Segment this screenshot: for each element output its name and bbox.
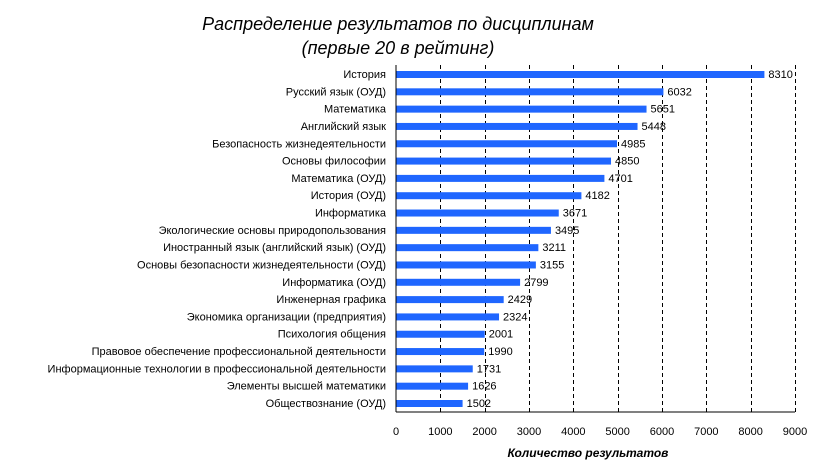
data-label: 4182: [585, 190, 609, 202]
data-label: 4701: [608, 173, 632, 185]
data-label: 2001: [489, 329, 513, 341]
x-tick-label: 3000: [517, 426, 541, 438]
chart-title: Распределение результатов по дисциплинам: [202, 14, 594, 34]
bar: [396, 71, 765, 78]
y-category-label: Инженерная графика: [276, 294, 386, 306]
y-category-label: История: [343, 69, 386, 81]
data-label: 2429: [508, 294, 532, 306]
y-category-label: Основы безопасности жизнедеятельности (О…: [137, 259, 386, 271]
data-label: 4850: [615, 156, 639, 168]
data-label: 8310: [768, 69, 792, 81]
bar: [396, 174, 605, 182]
y-category-label: Экологические основы природопользования: [159, 225, 386, 237]
data-label: 3671: [563, 208, 587, 220]
data-label: 6032: [667, 86, 691, 98]
x-tick-label: 9000: [783, 426, 807, 438]
data-label: 3155: [540, 259, 564, 271]
bar: [396, 209, 559, 217]
data-label: 3495: [555, 225, 579, 237]
y-category-label: Информационные технологии в профессионал…: [48, 363, 386, 375]
bar: [396, 122, 638, 130]
x-tick-label: 2000: [472, 426, 496, 438]
y-category-label: Элементы высшей математики: [227, 381, 386, 393]
x-tick-label: 7000: [694, 426, 718, 438]
data-label: 1502: [467, 398, 491, 410]
data-label: 5448: [642, 121, 666, 133]
bar: [396, 140, 618, 148]
bar: [396, 261, 536, 269]
bar: [396, 296, 504, 304]
data-label: 4985: [621, 138, 645, 150]
y-category-label: Информатика: [315, 208, 387, 220]
data-label: 5651: [651, 104, 675, 116]
y-category-label: Русский язык (ОУД): [286, 86, 386, 98]
x-tick-label: 6000: [650, 426, 674, 438]
y-category-label: Правовое обеспечение профессиональной де…: [92, 346, 386, 358]
y-category-label: Математика (ОУД): [291, 173, 386, 185]
x-axis-label: Количество результатов: [508, 446, 669, 460]
bar: [396, 348, 485, 356]
y-category-label: Обществознание (ОУД): [266, 398, 386, 410]
bar: [396, 365, 473, 373]
y-category-label: Иностранный язык (английский язык) (ОУД): [163, 242, 386, 254]
bar: [396, 313, 500, 321]
bar: [396, 192, 582, 200]
bar: [396, 105, 647, 113]
x-tick-label: 5000: [605, 426, 629, 438]
x-tick-label: 8000: [738, 426, 762, 438]
y-category-label: История (ОУД): [311, 190, 386, 202]
data-label: 1626: [472, 381, 496, 393]
y-category-label: Основы философии: [282, 156, 386, 168]
x-tick-label: 0: [393, 426, 399, 438]
bar: [396, 382, 469, 390]
bar: [396, 330, 485, 338]
data-label: 3211: [542, 242, 566, 254]
bar: [396, 88, 664, 96]
y-category-label: Экономика организации (предприятия): [187, 311, 386, 323]
bar: [396, 278, 521, 286]
x-tick-label: 1000: [428, 426, 452, 438]
y-category-label: Английский язык: [301, 121, 386, 133]
x-tick-label: 4000: [561, 426, 585, 438]
y-category-label: Информатика (ОУД): [282, 277, 386, 289]
data-label: 2799: [524, 277, 548, 289]
bar: [396, 157, 612, 165]
y-category-label: Психология общения: [278, 329, 386, 341]
y-category-label: Математика: [324, 104, 387, 116]
chart-subtitle: (первые 20 в рейтинг): [302, 38, 495, 58]
y-category-label: Безопасность жизнедеятельности: [212, 138, 386, 150]
data-label: 1990: [488, 346, 512, 358]
bar: [396, 400, 463, 407]
data-label: 1731: [477, 363, 501, 375]
bar: [396, 226, 551, 234]
bar: [396, 244, 539, 252]
data-label: 2324: [503, 311, 527, 323]
